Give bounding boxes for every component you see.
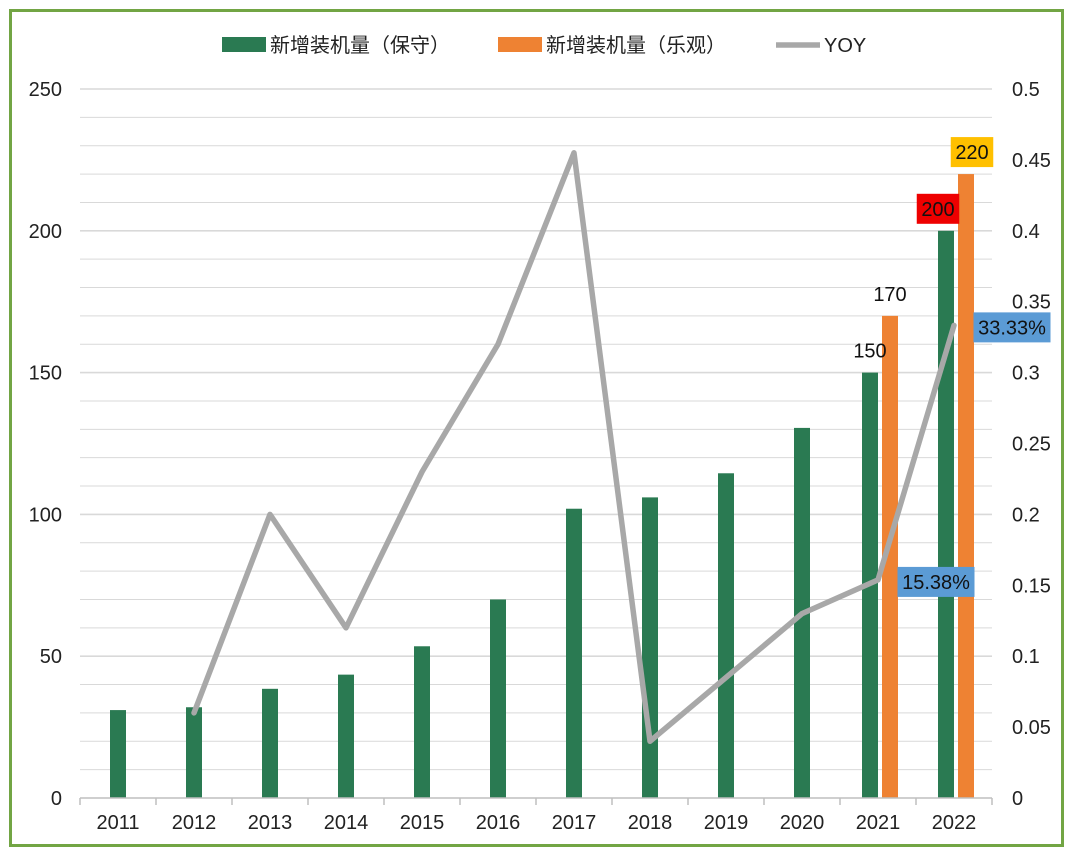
yoy-point [345, 626, 347, 629]
x-tick-label: 2013 [248, 812, 293, 834]
bar-conservative [186, 707, 202, 798]
data-labels: 150 170 200 220 15.38% 33.33% [853, 137, 1051, 597]
data-label: 150 [853, 341, 886, 363]
data-label-box [950, 137, 994, 168]
bar-optimistic [958, 174, 974, 798]
yoy-point [725, 676, 727, 679]
x-tick-label: 2016 [476, 812, 521, 834]
yoy-point [193, 711, 195, 714]
bar-optimistic [882, 315, 898, 798]
data-label-box [973, 312, 1051, 343]
legend: 新增装机量（保守） 新增装机量（乐观） YOY [222, 34, 866, 57]
x-tick-label: 2015 [400, 812, 445, 834]
right-y-tick-label: 0.15 [1012, 575, 1051, 597]
x-tick-label: 2018 [628, 812, 673, 834]
yoy-point [497, 343, 499, 346]
right-y-tick-label: 0 [1012, 788, 1023, 810]
x-tick-label: 2011 [96, 812, 139, 834]
left-y-tick-label: 250 [29, 79, 62, 101]
right-y-tick-label: 0.35 [1012, 292, 1051, 314]
left-y-tick-label: 150 [29, 363, 62, 385]
left-y-tick-label: 0 [51, 788, 62, 810]
right-y-tick-label: 0.1 [1012, 646, 1040, 668]
yoy-point [421, 470, 423, 473]
gridlines [80, 88, 992, 771]
right-y-tick-label: 0.3 [1012, 363, 1040, 385]
yoy-point [573, 151, 575, 154]
bar-conservative [718, 473, 734, 798]
yoy-line-series [191, 150, 957, 745]
legend-swatch [222, 37, 266, 52]
left-y-tick-label: 200 [29, 221, 62, 243]
bar-conservative [938, 230, 954, 799]
bar-conservative [338, 674, 354, 798]
bar-conservative [414, 646, 430, 798]
x-tick-label: 2019 [704, 812, 749, 834]
left-y-tick-label: 100 [29, 504, 62, 526]
right-y-tick-label: 0.45 [1012, 150, 1051, 172]
right-y-tick-label: 0.25 [1012, 434, 1051, 456]
data-label-box [897, 566, 975, 597]
legend-label: 新增装机量（乐观） [546, 34, 726, 57]
bar-conservative [566, 508, 582, 798]
axes: 2011 2012 2013 2014 2015 2016 2017 2018 2019 2020… [29, 79, 1051, 834]
legend-label: YOY [824, 35, 866, 57]
x-tick-label: 2014 [324, 812, 369, 834]
right-y-tick-label: 0.2 [1012, 504, 1040, 526]
data-label: 220 [955, 142, 988, 164]
legend-label: 新增装机量（保守） [270, 34, 450, 57]
x-tick-label: 2012 [172, 812, 217, 834]
data-label-box [916, 193, 960, 224]
data-label: 15.38% [902, 572, 970, 594]
bar-conservative [110, 710, 126, 798]
yoy-point [953, 324, 955, 327]
data-label: 33.33% [978, 317, 1046, 339]
bar-conservative [490, 599, 506, 798]
bar-series [110, 174, 974, 799]
right-y-tick-label: 0.5 [1012, 79, 1040, 101]
left-y-tick-label: 50 [40, 646, 62, 668]
bar-conservative [642, 497, 658, 798]
right-y-tick-label: 0.05 [1012, 717, 1051, 739]
yoy-point [877, 578, 879, 581]
bar-conservative [262, 688, 278, 798]
x-tick-label: 2020 [780, 812, 825, 834]
x-tick-label: 2021 [856, 812, 901, 834]
legend-swatch [498, 37, 542, 52]
data-label: 200 [921, 199, 954, 221]
yoy-point [801, 612, 803, 615]
yoy-point [649, 740, 651, 743]
x-tick-label: 2022 [932, 812, 977, 834]
right-y-tick-label: 0.4 [1012, 221, 1040, 243]
yoy-point [269, 513, 271, 516]
data-label: 170 [873, 284, 906, 306]
x-tick-label: 2017 [552, 812, 597, 834]
